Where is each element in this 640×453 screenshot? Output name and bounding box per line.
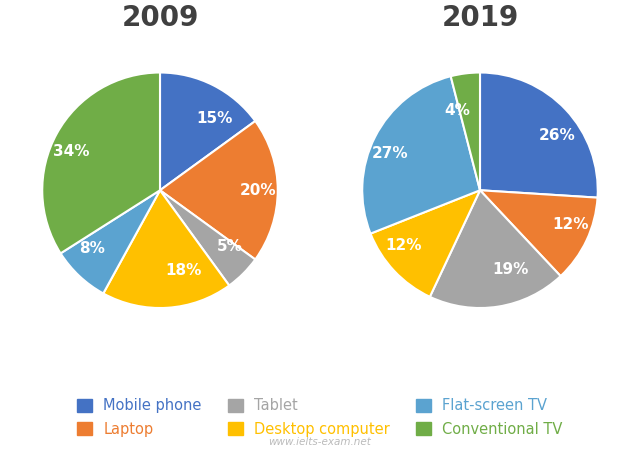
Text: 15%: 15%	[196, 111, 233, 126]
Wedge shape	[103, 190, 229, 308]
Text: 19%: 19%	[493, 262, 529, 277]
Text: 26%: 26%	[538, 128, 575, 143]
Wedge shape	[480, 190, 598, 276]
Title: 2009: 2009	[122, 5, 198, 33]
Text: 20%: 20%	[240, 183, 276, 198]
Text: 27%: 27%	[372, 146, 409, 161]
Text: 18%: 18%	[165, 263, 202, 278]
Text: 8%: 8%	[79, 241, 105, 256]
Text: 34%: 34%	[53, 144, 90, 159]
Wedge shape	[480, 72, 598, 198]
Wedge shape	[160, 72, 255, 190]
Wedge shape	[160, 121, 278, 260]
Text: 5%: 5%	[216, 239, 243, 255]
Wedge shape	[430, 190, 561, 308]
Text: 12%: 12%	[552, 217, 589, 232]
Title: 2019: 2019	[442, 5, 518, 33]
Wedge shape	[61, 190, 160, 294]
Wedge shape	[451, 72, 480, 190]
Wedge shape	[42, 72, 160, 253]
Text: 4%: 4%	[444, 103, 470, 118]
Legend: Mobile phone, Laptop, Tablet, Desktop computer, Flat-screen TV, Conventional TV: Mobile phone, Laptop, Tablet, Desktop co…	[73, 394, 567, 441]
Wedge shape	[371, 190, 480, 297]
Wedge shape	[362, 76, 480, 234]
Text: www.ielts-exam.net: www.ielts-exam.net	[269, 437, 371, 447]
Wedge shape	[160, 190, 255, 285]
Text: 12%: 12%	[385, 237, 422, 253]
